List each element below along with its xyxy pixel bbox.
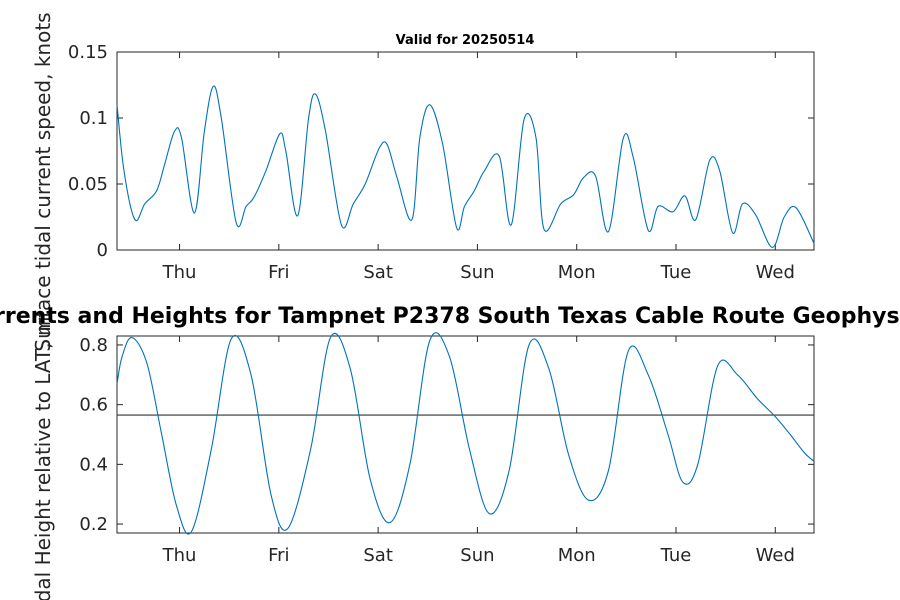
bottom-ytick-label: 0.4 [79,454,108,475]
bottom-ytick-label: 0.2 [79,514,108,535]
bottom-xtick-label: Wed [756,545,795,566]
top-ytick-label: 0.05 [68,174,108,195]
top-xtick-label: Sun [460,262,494,283]
bottom-axes: 0.2 0.4 0.6 0.8 Thu Fri Sat Sun Mon Tue Wed [79,335,815,566]
bottom-xtick-label: Fri [268,545,289,566]
top-chart-title: Valid for 20250514 [396,33,535,48]
bottom-ytick-label: 0.8 [79,335,108,356]
top-xtick-label: Thu [162,262,197,283]
top-xtick-label: Mon [558,262,596,283]
bottom-xtick-label: Sun [460,545,494,566]
tidal-height-panel: Tidal Height relative to LAT, m 0.20.40.… [0,304,900,600]
top-xtick-label: Sat [363,262,393,283]
bottom-axes-frame [116,335,815,534]
bottom-ytick-label: 0.6 [79,395,108,416]
bottom-xtick-label: Thu [162,545,197,566]
top-y-axis-label: Surface tidal current speed, knots [31,12,55,351]
bottom-xtick-label: Tue [660,545,692,566]
top-xtick-label: Fri [268,262,289,283]
top-series-group [116,85,815,248]
bottom-y-axis-label: Tidal Height relative to LAT, m [31,317,55,600]
bottom-series-line [116,332,815,535]
bottom-xtick-label: Sat [363,545,393,566]
top-ytick-label: 0.1 [79,108,108,129]
top-xtick-label: Wed [756,262,795,283]
current-speed-panel: Valid for 20250514 Surface tidal current… [31,12,815,352]
bottom-series-group [116,332,815,535]
bottom-chart-title: Tidal Currents and Heights for Tampnet P… [0,304,900,329]
top-axes-frame [116,51,815,251]
top-axes: 0 0.05 0.1 0.15 Thu Fri Sat Sun Mon Tue Wed [68,42,815,283]
top-ytick-label: 0.15 [68,42,108,63]
top-series-line [116,85,815,248]
top-ytick-label: 0 [97,240,108,261]
bottom-xtick-label: Mon [558,545,596,566]
top-xtick-label: Tue [660,262,692,283]
